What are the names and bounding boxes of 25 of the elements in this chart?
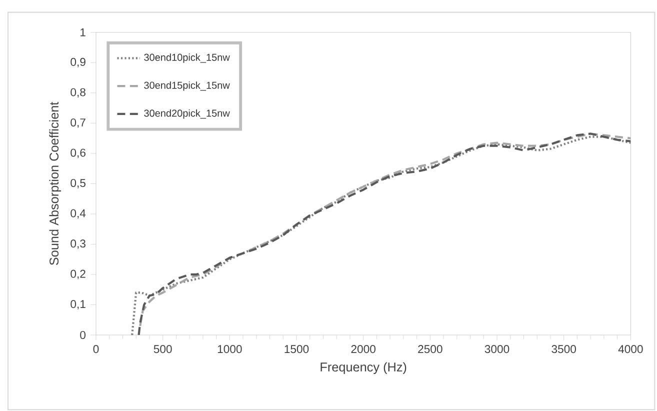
x-tick-label: 2500	[418, 345, 442, 354]
y-tick-label: 0	[80, 330, 86, 340]
legend-label: 30end10pick_15nw	[144, 54, 230, 63]
y-tick-label: 0,2	[70, 270, 86, 280]
x-tick-label: 0	[93, 345, 99, 354]
y-tick-label: 0,1	[70, 300, 86, 310]
legend-label: 30end15pick_15nw	[144, 81, 230, 91]
y-tick-label: 0,6	[70, 148, 86, 158]
y-axis-title: Sound Absorption Coefficient	[49, 102, 62, 265]
y-tick-label: 0,4	[70, 209, 86, 219]
y-tick-label: 0,7	[70, 118, 86, 128]
y-tick-label: 0,3	[70, 240, 86, 249]
x-tick-label: 500	[154, 345, 172, 354]
x-tick-label: 3500	[552, 345, 576, 354]
y-tick-label: 1	[80, 28, 86, 36]
legend-label: 30end20pick_15nw	[144, 109, 230, 119]
x-tick-label: 2000	[351, 345, 376, 354]
y-tick-label: 0,9	[70, 58, 86, 68]
x-tick-label: 4000	[618, 345, 643, 354]
y-tick-label: 0,8	[70, 88, 86, 98]
x-tick-label: 1500	[284, 345, 309, 354]
x-tick-label: 3000	[484, 345, 510, 354]
x-axis-title: Frequency (Hz)	[320, 362, 406, 374]
y-tick-label: 0,5	[70, 178, 86, 188]
x-tick-label: 1000	[218, 345, 242, 354]
